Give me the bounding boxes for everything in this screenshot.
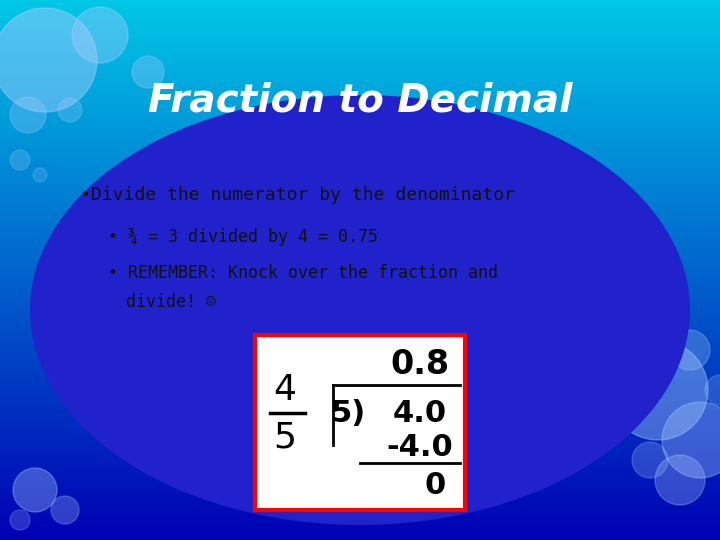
Text: 0.8: 0.8 (390, 348, 449, 381)
Text: • ¾ = 3 divided by 4 = 0.75: • ¾ = 3 divided by 4 = 0.75 (108, 228, 378, 246)
Circle shape (655, 455, 705, 505)
Text: -4.0: -4.0 (387, 433, 454, 462)
Text: 4: 4 (274, 373, 297, 407)
Circle shape (608, 340, 708, 440)
Text: divide! ☺: divide! ☺ (126, 293, 216, 311)
Bar (255, 335, 465, 510)
Circle shape (662, 402, 720, 478)
Circle shape (705, 375, 720, 405)
Circle shape (10, 510, 30, 530)
Circle shape (132, 56, 164, 88)
Text: • REMEMBER: Knock over the fraction and: • REMEMBER: Knock over the fraction and (108, 264, 498, 282)
Text: 5: 5 (274, 420, 297, 454)
Circle shape (13, 468, 57, 512)
Ellipse shape (30, 95, 690, 525)
Text: 4.0: 4.0 (393, 399, 447, 428)
Text: •Divide the numerator by the denominator: •Divide the numerator by the denominator (80, 186, 515, 204)
Text: 5): 5) (330, 399, 366, 428)
Circle shape (72, 7, 128, 63)
Circle shape (58, 98, 82, 122)
Circle shape (10, 97, 46, 133)
Text: 0: 0 (424, 470, 446, 500)
Text: Fraction to Decimal: Fraction to Decimal (148, 81, 572, 119)
Circle shape (0, 8, 97, 112)
Circle shape (33, 168, 47, 182)
Circle shape (51, 496, 79, 524)
Circle shape (670, 330, 710, 370)
Circle shape (632, 442, 668, 478)
Circle shape (10, 150, 30, 170)
